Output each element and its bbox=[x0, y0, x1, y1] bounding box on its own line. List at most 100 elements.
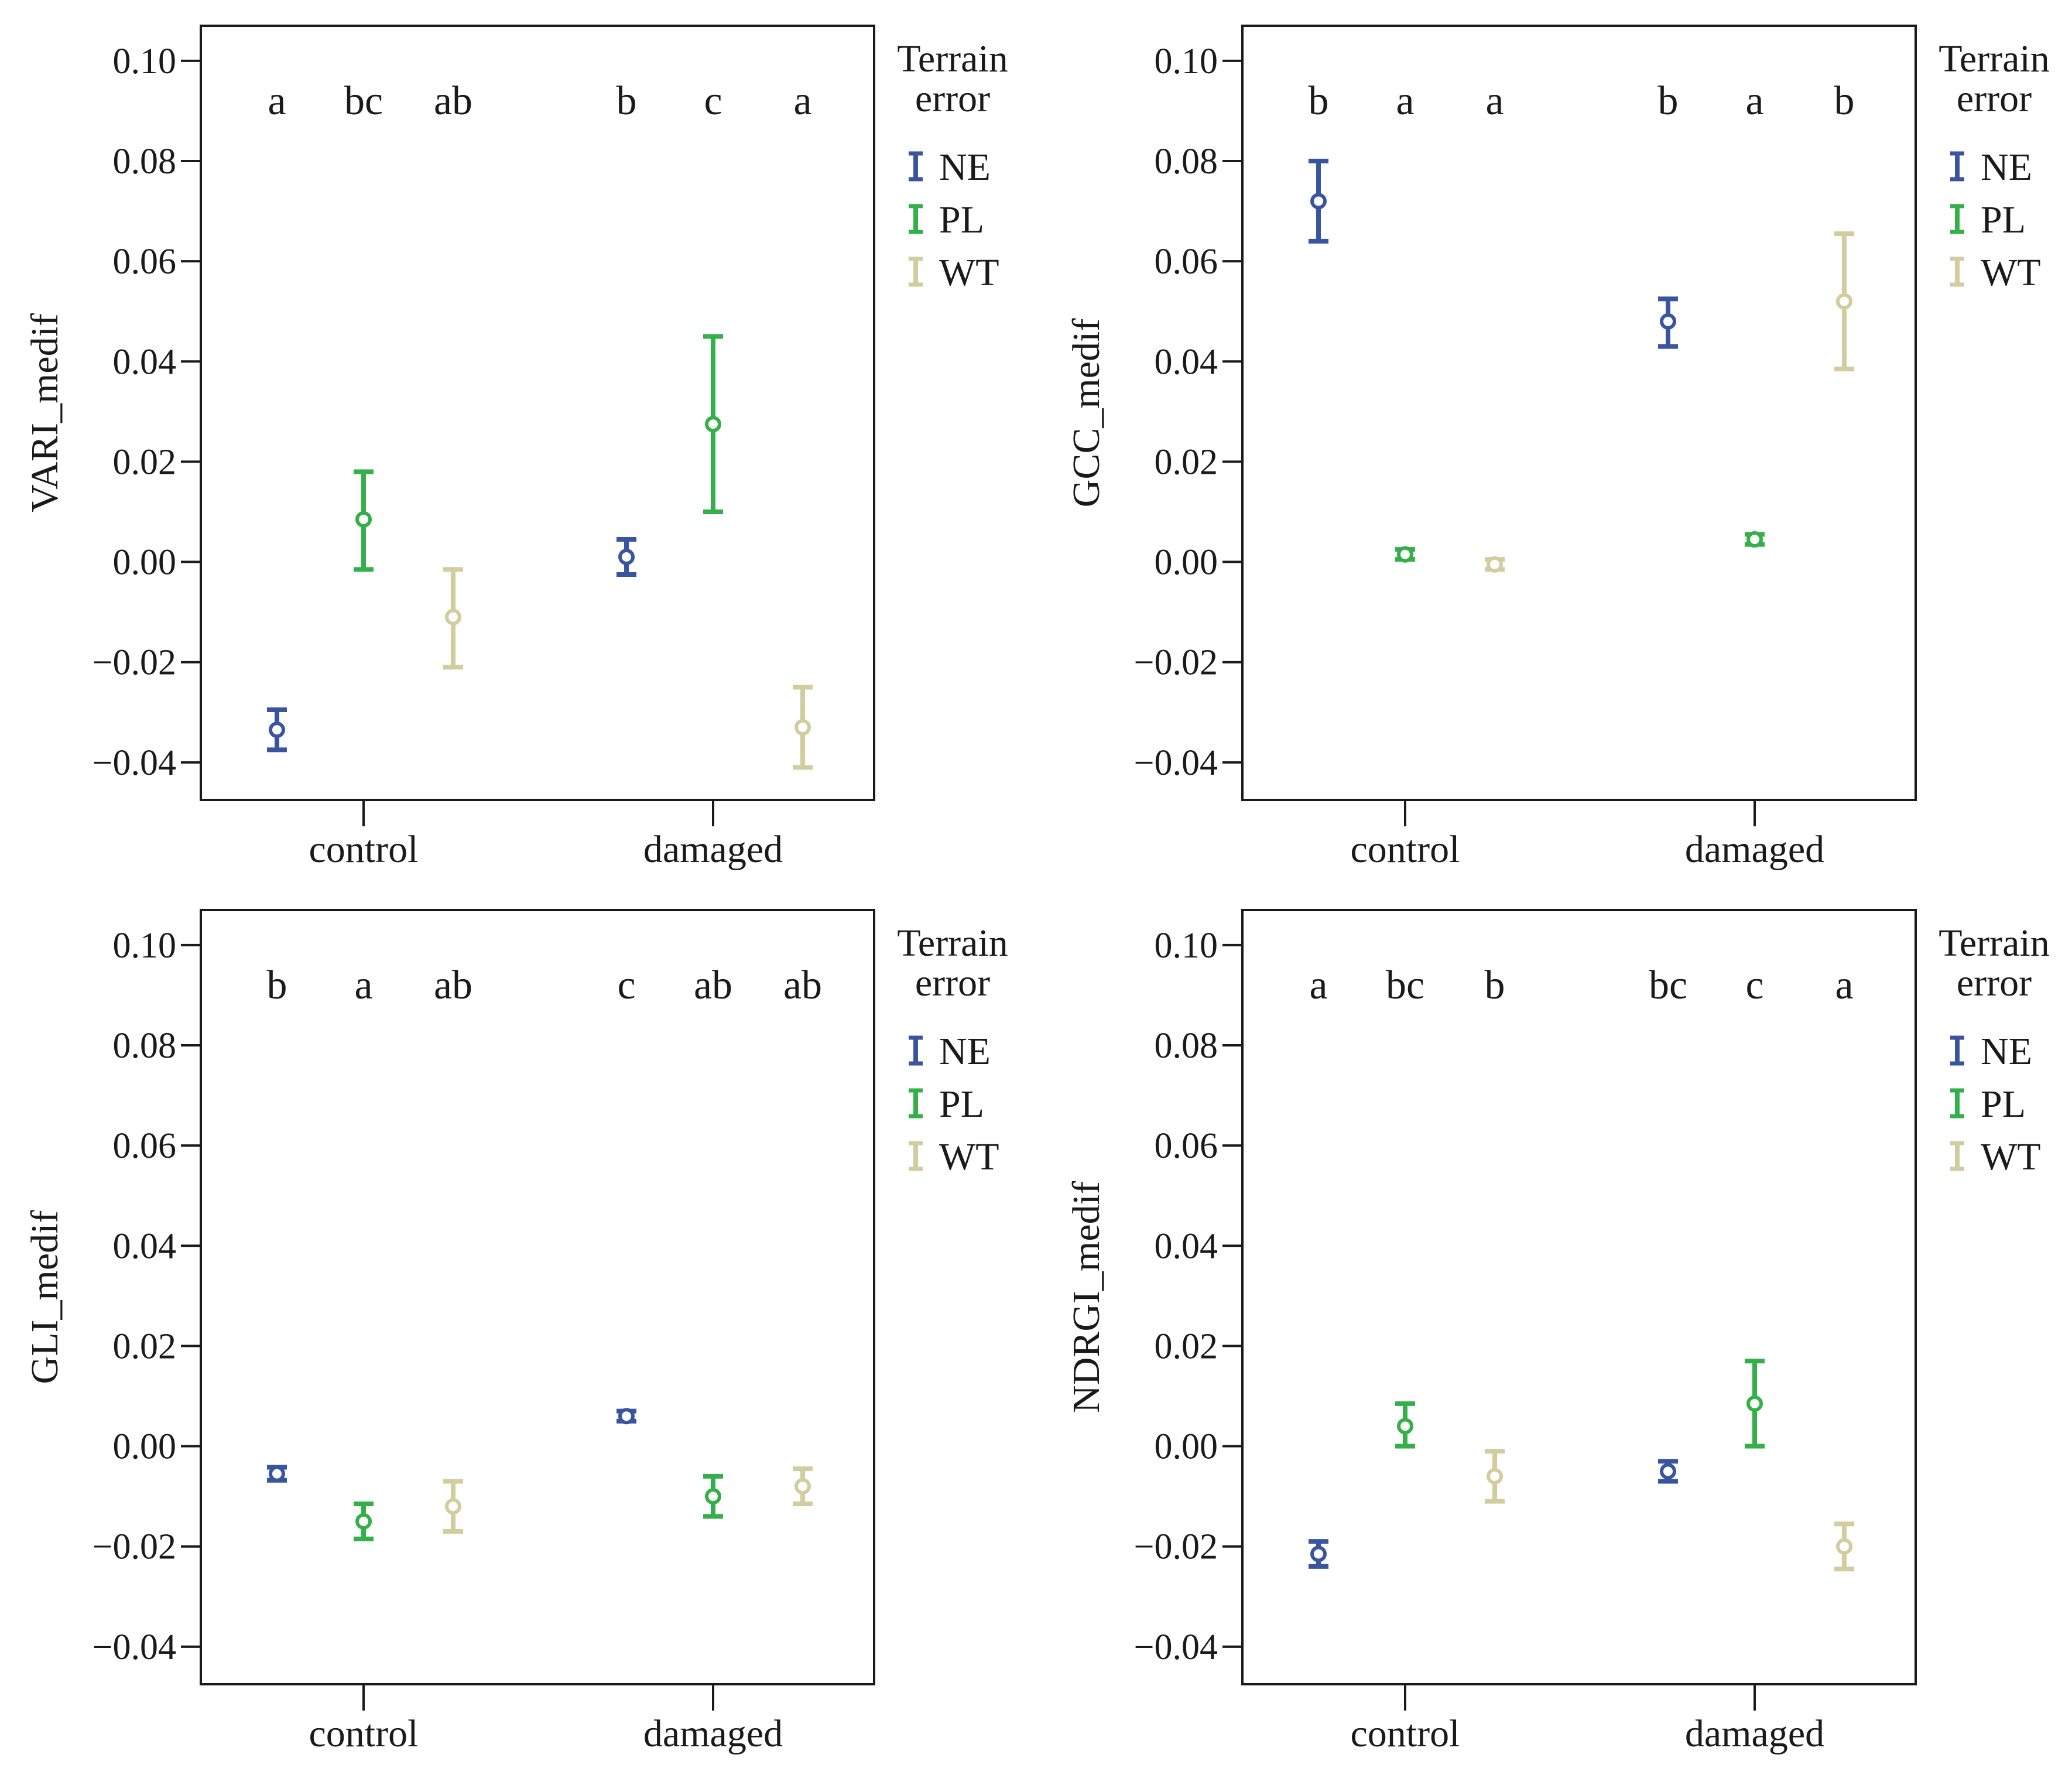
significance-letter: bc bbox=[344, 78, 383, 124]
plot-frame bbox=[200, 25, 875, 801]
significance-letter: b bbox=[1834, 78, 1855, 124]
y-tick-label: 0.04 bbox=[113, 1226, 177, 1266]
significance-letter: ab bbox=[434, 963, 472, 1008]
x-category-label: damaged bbox=[643, 1712, 783, 1755]
y-tick-label: 0.10 bbox=[1155, 926, 1218, 966]
mean-marker-pl bbox=[1397, 546, 1413, 563]
legend-label-pl: PL bbox=[939, 1083, 984, 1126]
y-tick-label: −0.02 bbox=[93, 643, 176, 683]
significance-letter: a bbox=[354, 963, 372, 1008]
chart-panel-bottom-right: 0.10 0.08 0.06 0.04 0.02 0.00 −0.02 −0.04 NDRGI_… bbox=[1065, 909, 2050, 1755]
mean-marker-ne bbox=[269, 721, 285, 738]
mean-marker-wt bbox=[794, 1478, 811, 1495]
significance-letter: bc bbox=[1649, 963, 1687, 1008]
legend-title: Terrain bbox=[897, 922, 1008, 965]
legend-title: Terrain bbox=[1939, 922, 2050, 965]
y-tick-label: 0.08 bbox=[113, 1026, 177, 1066]
x-category-label: control bbox=[1351, 828, 1460, 871]
mean-marker-ne bbox=[1660, 1463, 1676, 1480]
legend-label-ne: NE bbox=[939, 1030, 991, 1073]
y-tick-label: 0.06 bbox=[1155, 1126, 1218, 1166]
significance-letter: c bbox=[704, 78, 722, 124]
legend-label-pl: PL bbox=[1981, 199, 2026, 241]
mean-marker-wt bbox=[445, 1498, 461, 1515]
significance-letter: b bbox=[1309, 78, 1329, 124]
significance-letter: b bbox=[1485, 963, 1505, 1008]
significance-letter: ab bbox=[434, 78, 472, 124]
legend-title: error bbox=[1957, 962, 2032, 1004]
significance-letter: bc bbox=[1386, 963, 1424, 1008]
y-axis-label: VARI_medif bbox=[23, 313, 66, 512]
y-tick-label: −0.04 bbox=[93, 743, 176, 783]
significance-letter: a bbox=[1835, 963, 1853, 1008]
plot-frame bbox=[1241, 909, 1917, 1685]
x-category-label: damaged bbox=[643, 828, 783, 871]
legend-label-ne: NE bbox=[939, 146, 991, 189]
mean-marker-ne bbox=[1310, 193, 1327, 210]
legend-label-pl: PL bbox=[939, 199, 984, 241]
y-tick-label: 0.06 bbox=[113, 242, 177, 282]
significance-letter: a bbox=[793, 78, 811, 124]
y-tick-label: 0.04 bbox=[113, 342, 177, 382]
mean-marker-wt bbox=[445, 608, 461, 625]
mean-marker-wt bbox=[1487, 1468, 1503, 1485]
mean-marker-ne bbox=[269, 1465, 285, 1482]
mean-marker-ne bbox=[618, 549, 635, 566]
legend-label-ne: NE bbox=[1981, 146, 2032, 189]
y-tick-label: 0.00 bbox=[113, 1427, 177, 1467]
legend-title: error bbox=[915, 77, 990, 120]
x-category-label: control bbox=[309, 1712, 419, 1755]
mean-marker-pl bbox=[705, 416, 721, 433]
mean-marker-wt bbox=[1487, 556, 1503, 573]
significance-letter: ab bbox=[783, 963, 822, 1008]
y-axis-label: GCC_medif bbox=[1065, 319, 1108, 508]
y-tick-label: 0.02 bbox=[1155, 442, 1218, 482]
y-tick-label: −0.04 bbox=[93, 1627, 176, 1667]
mean-marker-wt bbox=[794, 719, 811, 736]
y-tick-label: 0.02 bbox=[113, 442, 177, 482]
legend-label-pl: PL bbox=[1981, 1083, 2026, 1126]
plot-frame bbox=[1241, 25, 1917, 801]
y-tick-label: 0.00 bbox=[113, 543, 177, 583]
y-tick-label: 0.10 bbox=[113, 42, 177, 81]
y-tick-label: −0.04 bbox=[1134, 743, 1218, 783]
y-tick-label: 0.08 bbox=[1155, 142, 1218, 182]
legend-title: Terrain bbox=[1939, 37, 2050, 80]
legend-label-wt: WT bbox=[939, 1136, 999, 1178]
mean-marker-pl bbox=[355, 511, 372, 528]
significance-letter: a bbox=[1309, 963, 1327, 1008]
mean-marker-pl bbox=[1746, 1395, 1763, 1412]
y-tick-label: 0.00 bbox=[1155, 1427, 1218, 1467]
significance-letter: b bbox=[1658, 78, 1679, 124]
legend-label-wt: WT bbox=[1981, 251, 2041, 294]
mean-marker-ne bbox=[618, 1408, 635, 1425]
y-tick-label: 0.02 bbox=[113, 1326, 177, 1366]
significance-letter: a bbox=[1745, 78, 1763, 124]
y-axis-label: NDRGI_medif bbox=[1065, 1181, 1108, 1413]
legend-label-wt: WT bbox=[1981, 1136, 2041, 1178]
y-tick-label: −0.02 bbox=[1134, 1527, 1218, 1567]
x-category-label: control bbox=[309, 828, 419, 871]
mean-marker-pl bbox=[1397, 1418, 1413, 1435]
significance-letter: c bbox=[617, 963, 635, 1008]
x-category-label: damaged bbox=[1685, 1712, 1824, 1755]
y-tick-label: 0.04 bbox=[1155, 1226, 1218, 1266]
legend-title: error bbox=[1957, 77, 2032, 120]
mean-marker-wt bbox=[1836, 1538, 1852, 1555]
x-category-label: damaged bbox=[1685, 828, 1824, 871]
chart-panel-top-right: 0.10 0.08 0.06 0.04 0.02 0.00 −0.02 −0.04 GCC_me… bbox=[1065, 25, 2050, 871]
y-tick-label: 0.10 bbox=[1155, 42, 1218, 81]
y-tick-label: 0.08 bbox=[113, 142, 177, 182]
mean-marker-pl bbox=[355, 1513, 372, 1530]
significance-letter: a bbox=[1396, 78, 1414, 124]
significance-letter: a bbox=[268, 78, 286, 124]
y-tick-label: −0.02 bbox=[1134, 643, 1218, 683]
mean-marker-ne bbox=[1660, 313, 1676, 330]
mean-marker-wt bbox=[1836, 293, 1852, 310]
y-tick-label: −0.02 bbox=[93, 1527, 176, 1567]
legend-label-wt: WT bbox=[939, 251, 999, 294]
mean-marker-ne bbox=[1310, 1545, 1327, 1562]
significance-letter: c bbox=[1745, 963, 1763, 1008]
y-tick-label: 0.02 bbox=[1155, 1326, 1218, 1366]
